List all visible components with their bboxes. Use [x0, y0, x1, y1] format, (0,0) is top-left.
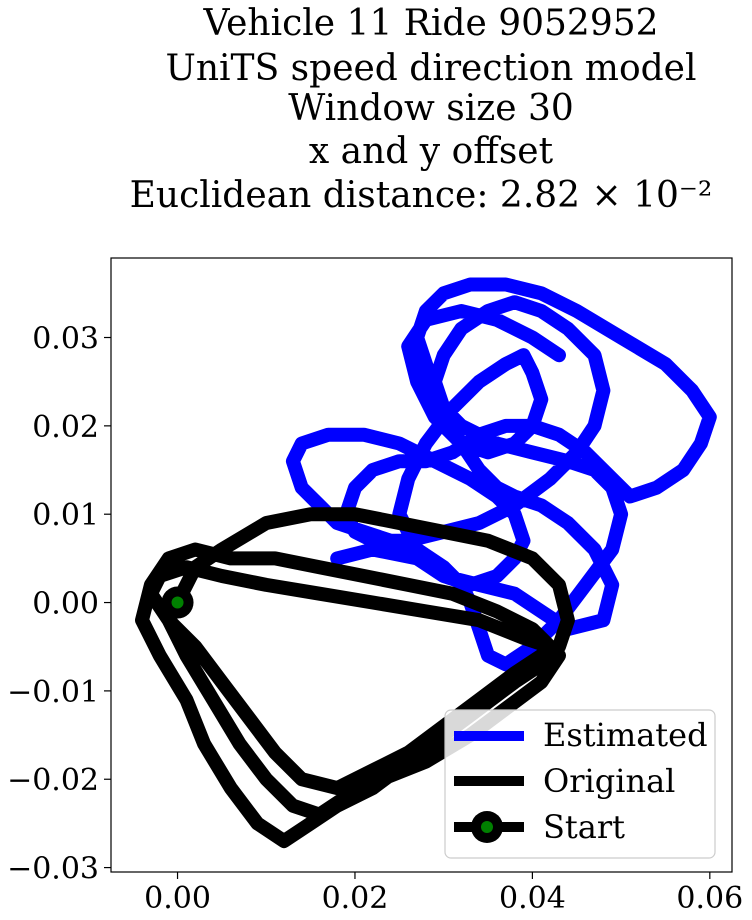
- series-line-estimated: [285, 277, 717, 672]
- legend-label-estimated: Estimated: [543, 716, 708, 754]
- y-tick-label: 0.02: [32, 410, 99, 445]
- legend: Estimated Original Start: [444, 709, 716, 859]
- y-tick-label: 0.01: [32, 498, 99, 533]
- x-tick-label: 0.06: [676, 881, 743, 916]
- legend-label-start: Start: [543, 808, 625, 846]
- title-line-4: x and y offset: [309, 131, 554, 172]
- y-tick-label: −0.02: [7, 763, 99, 798]
- x-tick-label: 0.02: [322, 881, 389, 916]
- y-tick-label: −0.01: [7, 675, 99, 710]
- x-axis: 0.00 0.02 0.04 0.06: [144, 872, 743, 916]
- title-line-2: UniTS speed direction model: [166, 48, 697, 89]
- series-line-original: [135, 507, 575, 849]
- x-tick-label: 0.04: [499, 881, 566, 916]
- y-tick-label: −0.03: [7, 852, 99, 887]
- start-marker-layer: [161, 586, 194, 619]
- legend-label-original: Original: [543, 762, 675, 800]
- y-tick-label: 0.00: [32, 587, 99, 622]
- legend-swatch-start-inner: [481, 821, 493, 833]
- title-line-3: Window size 30: [288, 88, 574, 129]
- legend-box: [444, 709, 716, 859]
- y-tick-label: 0.03: [32, 322, 99, 357]
- plot-frame: [110, 257, 733, 873]
- y-axis: 0.03 0.02 0.01 0.00 −0.01 −0.02 −0.03: [7, 322, 111, 887]
- series-layer: [135, 277, 717, 849]
- start-marker-inner: [171, 596, 184, 609]
- x-tick-label: 0.00: [144, 881, 211, 916]
- title-line-1: Vehicle 11 Ride 9052952: [202, 3, 658, 44]
- title-line-5: Euclidean distance: 2.82 × 10⁻²: [130, 175, 713, 216]
- chart-title: Vehicle 11 Ride 9052952 UniTS speed dire…: [130, 3, 713, 216]
